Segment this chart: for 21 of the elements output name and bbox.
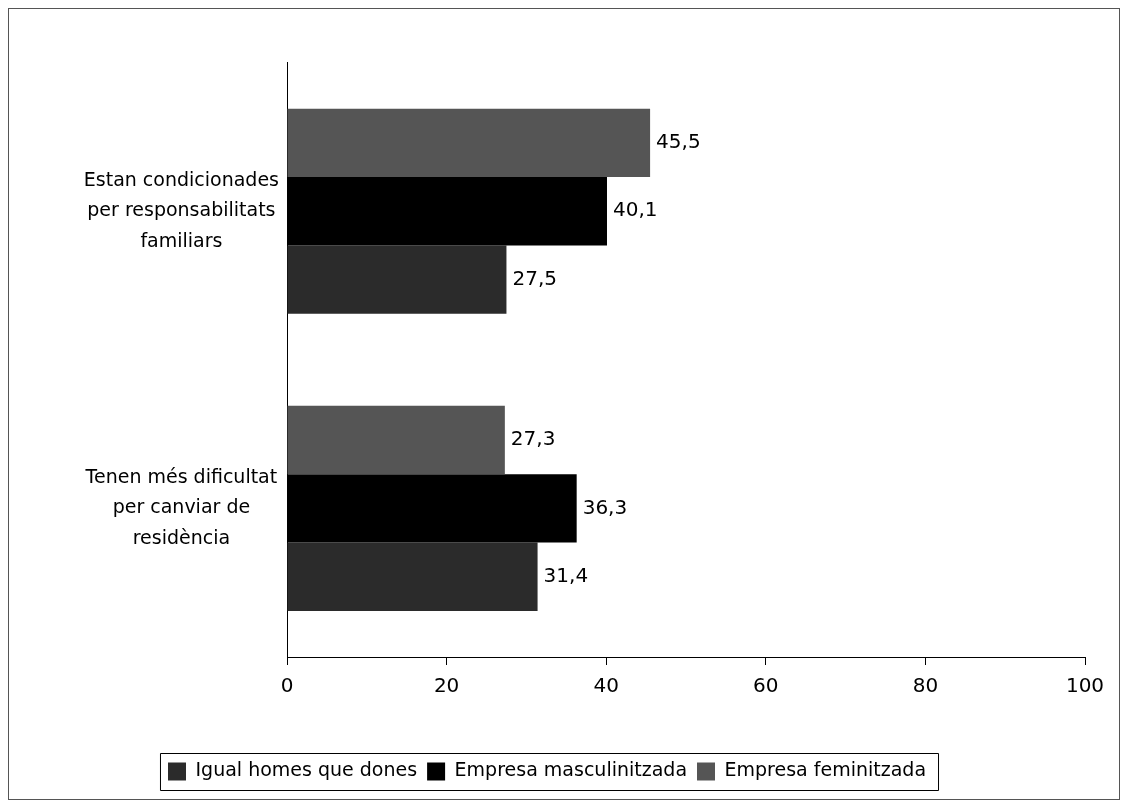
y-tick-label: Estan condicionades per responsabilitats familiars bbox=[83, 167, 279, 251]
legend-label: Empresa feminitzada bbox=[724, 758, 927, 781]
x-tick-label: 60 bbox=[753, 673, 779, 698]
bar bbox=[287, 542, 538, 611]
data-label: 31,4 bbox=[543, 562, 589, 587]
data-label: 27,5 bbox=[512, 265, 557, 290]
data-label: 27,3 bbox=[510, 426, 556, 451]
bar bbox=[287, 108, 651, 178]
data-label: 40,1 bbox=[613, 197, 658, 222]
legend-label: Igual homes que dones bbox=[195, 758, 418, 781]
x-tick-label: 20 bbox=[433, 673, 460, 698]
x-tick-label: 40 bbox=[593, 673, 619, 698]
x-tick-label: 100 bbox=[1065, 673, 1105, 698]
bar bbox=[287, 245, 507, 314]
x-tick-label: 80 bbox=[912, 673, 939, 698]
legend-label: Empresa masculinitzada bbox=[454, 758, 688, 781]
data-label: 36,3 bbox=[582, 494, 628, 519]
y-tick-label: Tenen més dificultat per canviar de residència bbox=[84, 464, 278, 548]
bar bbox=[287, 405, 505, 475]
x-tick-label: 0 bbox=[280, 673, 294, 698]
data-label: 45,5 bbox=[656, 129, 701, 154]
